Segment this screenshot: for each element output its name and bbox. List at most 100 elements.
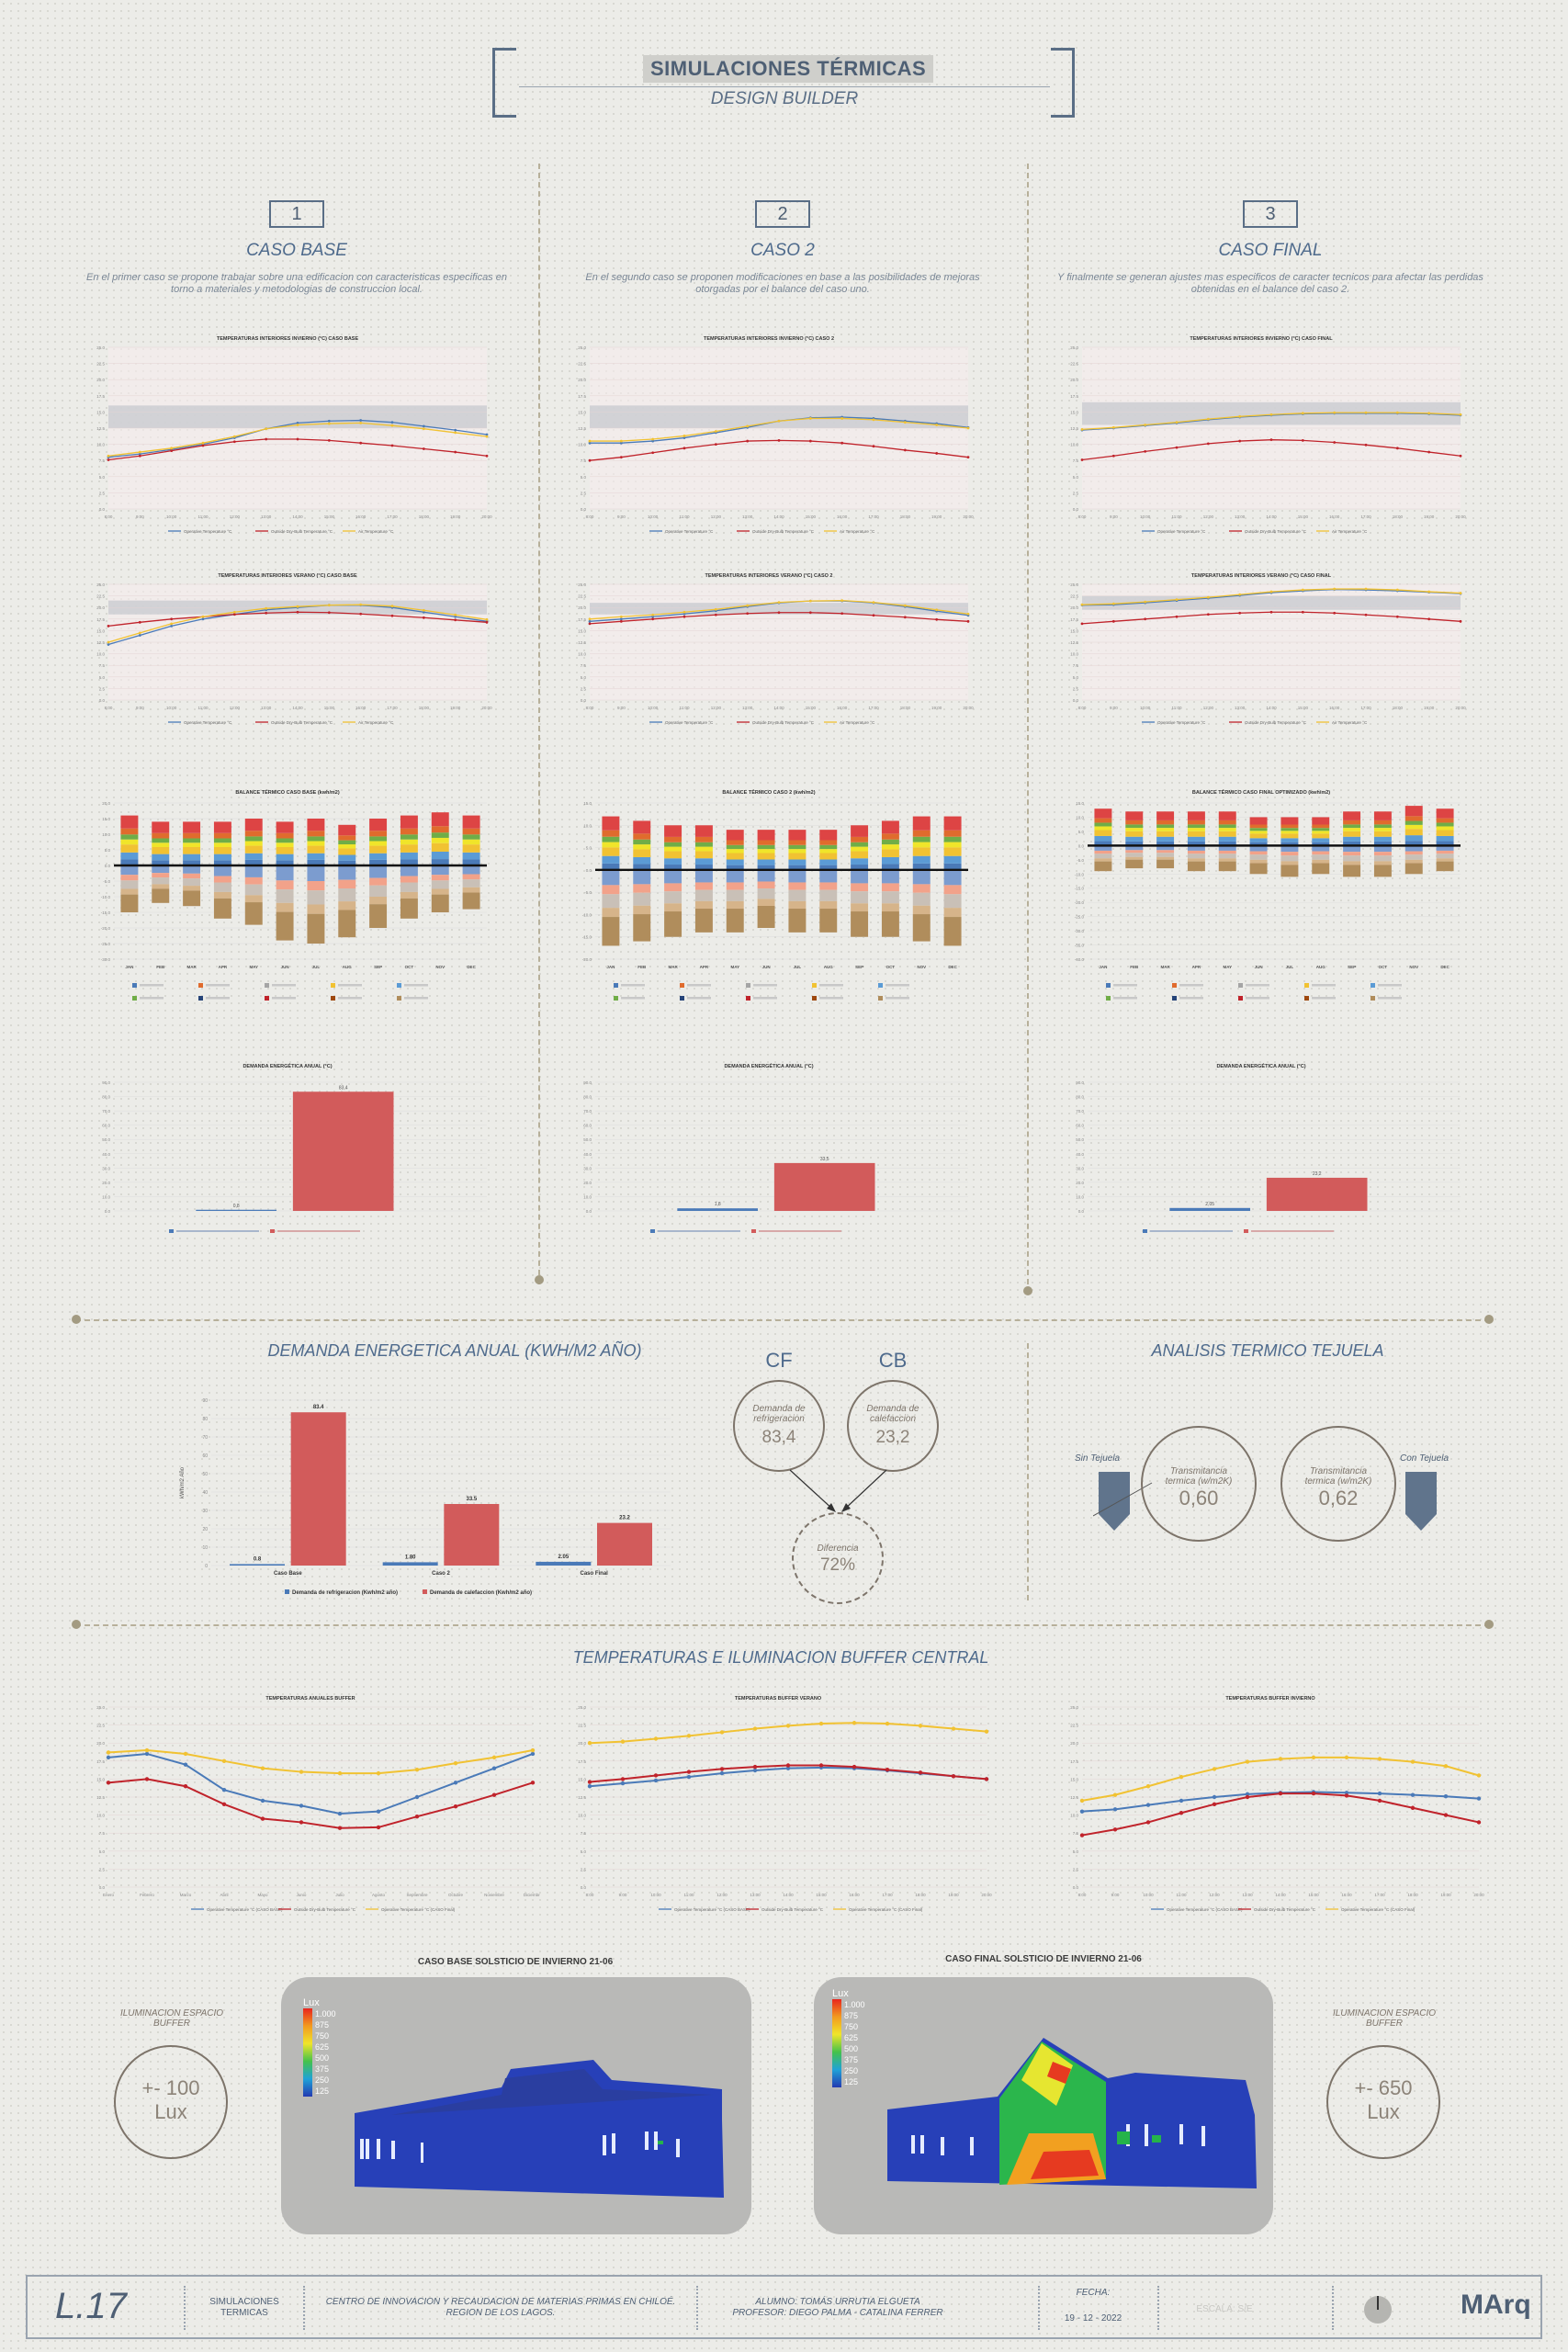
data-point (935, 424, 939, 426)
legend-entry: Operative Temperature °C (1157, 529, 1206, 534)
bar-segment (881, 911, 899, 937)
data-point (1427, 590, 1431, 594)
chart-title: DEMANDA ENERGÉTICA ANUAL (°C) (1216, 1062, 1305, 1069)
svg-text:-10.0: -10.0 (582, 912, 592, 917)
bar-segment (369, 841, 388, 846)
bar-segment (664, 865, 682, 870)
svg-text:5.0: 5.0 (99, 475, 106, 480)
bar-segment (726, 889, 744, 901)
data-point (1175, 598, 1179, 602)
data-point (714, 607, 717, 611)
tick-label: MAR (668, 965, 678, 969)
bar-segment (1373, 824, 1392, 829)
svg-text:15:00: 15:00 (324, 706, 335, 710)
svg-text:-20.0: -20.0 (101, 926, 111, 931)
svg-text:18:00: 18:00 (1393, 514, 1404, 519)
bar-segment (244, 841, 263, 846)
con-tejuela-circle: Transmitancia termica (w/m2K) 0,62 (1280, 1426, 1396, 1542)
bar-segment (1373, 811, 1392, 820)
tick-label: NOV (917, 965, 926, 969)
bar-segment (431, 832, 449, 838)
bar-segment (152, 877, 170, 885)
svg-text:20.0: 20.0 (1070, 1741, 1078, 1746)
bar-segment (400, 834, 418, 840)
bar-segment (307, 845, 325, 854)
tick-label: JUN (1255, 965, 1263, 969)
tick-label: OCT (405, 965, 414, 969)
bar-segment (1404, 824, 1423, 830)
data-point (1079, 1833, 1085, 1838)
diff-value: 72% (819, 1555, 856, 1575)
data-point (422, 427, 425, 431)
sin-tejuela-value: 0,60 (1179, 1487, 1219, 1510)
bar-segment (819, 865, 838, 870)
svg-text:-5.0: -5.0 (103, 879, 110, 884)
bar-segment (1249, 831, 1268, 834)
svg-text:20: 20 (202, 1527, 208, 1532)
svg-text:25.0: 25.0 (1070, 582, 1078, 587)
legend-entry: Operative Temperature °C (CASO Final) (849, 1907, 923, 1912)
divider-dot (1484, 1620, 1494, 1629)
bar-segment (276, 902, 294, 912)
data-point (1269, 590, 1273, 594)
bar-segment (1156, 841, 1175, 846)
data-point (1245, 1792, 1250, 1797)
svg-text:5.0: 5.0 (1073, 675, 1079, 680)
bar-segment (1343, 811, 1361, 820)
bar-segment (1094, 841, 1112, 846)
data-point (327, 422, 331, 425)
data-point (714, 613, 717, 616)
bar-segment (694, 846, 713, 852)
data-label: 83.4 (313, 1405, 324, 1410)
bar-segment (431, 851, 449, 860)
data-point (1395, 411, 1399, 414)
tick-label: FEB (637, 965, 647, 969)
bar-segment (819, 844, 838, 850)
header-bracket-right (1051, 48, 1075, 118)
bar-segment (694, 865, 713, 870)
data-label: 1.80 (405, 1555, 416, 1560)
bar-segment (664, 911, 682, 937)
svg-text:15:00: 15:00 (1298, 706, 1309, 710)
svg-text:20:00: 20:00 (1473, 1893, 1484, 1897)
svg-text:0.0: 0.0 (1078, 1209, 1085, 1214)
svg-text:90.0: 90.0 (1076, 1080, 1084, 1085)
data-point (984, 1777, 989, 1781)
bar-segment (788, 849, 807, 854)
data-point (587, 1784, 592, 1789)
bar-segment (1218, 861, 1236, 872)
bar-segment (338, 854, 356, 861)
bar-segment (1373, 865, 1392, 877)
svg-text:5.0: 5.0 (581, 475, 587, 480)
data-point (619, 456, 623, 459)
svg-text:5.0: 5.0 (1073, 1849, 1079, 1854)
data-point (1410, 1805, 1416, 1810)
bar-segment (1125, 845, 1144, 851)
bar-segment (1125, 856, 1144, 860)
bar-segment (1404, 816, 1423, 821)
svg-text:40.0: 40.0 (1076, 1152, 1084, 1157)
data-point (491, 1792, 497, 1797)
data-point (1301, 438, 1304, 442)
bar-segment (664, 846, 682, 852)
svg-text:0.0: 0.0 (1073, 507, 1079, 512)
svg-text:13:00: 13:00 (1235, 706, 1246, 710)
bar-segment (633, 839, 651, 845)
data-point (170, 449, 174, 453)
data-point (299, 1770, 304, 1774)
bar-segment (213, 898, 231, 919)
data-point (785, 1766, 791, 1770)
svg-text:14:00: 14:00 (783, 1893, 794, 1897)
bar-segment (213, 832, 231, 839)
svg-text:-40.0: -40.0 (1075, 957, 1085, 962)
bar-segment (120, 815, 139, 829)
svg-text:Julio: Julio (335, 1893, 344, 1897)
data-point (144, 1777, 150, 1781)
bar-segment (819, 882, 838, 890)
svg-text:17.5: 17.5 (96, 1759, 105, 1764)
legend-entry: Air Temperature °C (1332, 720, 1368, 725)
bar (382, 1562, 438, 1566)
bar-segment (1436, 835, 1454, 842)
bar-segment (726, 853, 744, 860)
bar-segment (1094, 854, 1112, 859)
